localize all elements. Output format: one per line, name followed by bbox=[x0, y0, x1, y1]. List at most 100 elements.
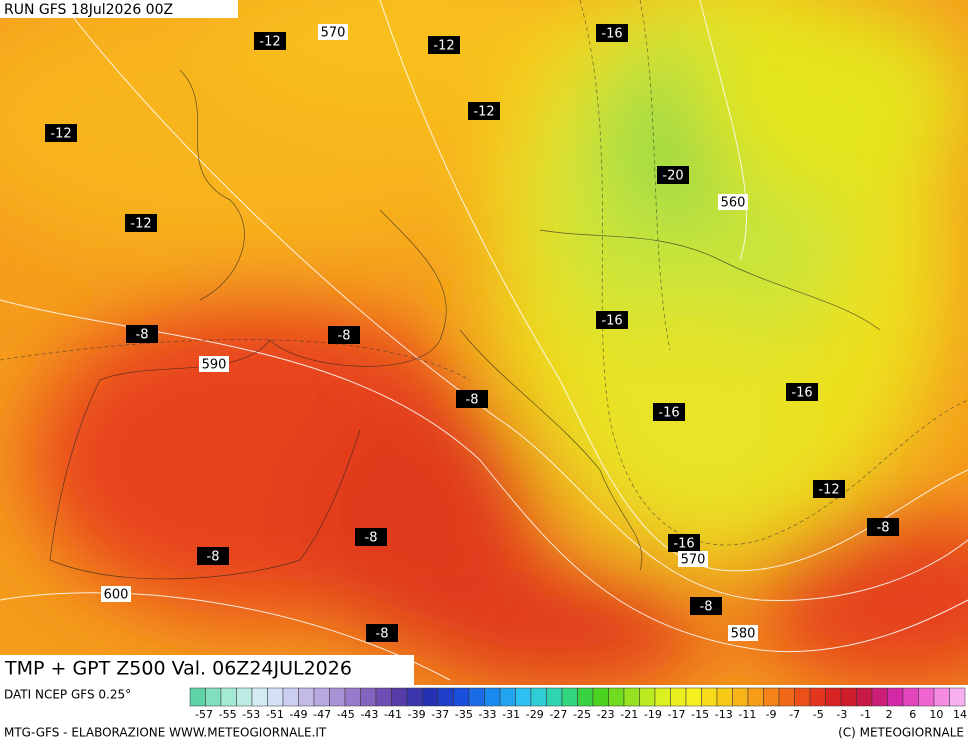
legend-swatch bbox=[623, 687, 640, 707]
temp-label-box bbox=[867, 518, 899, 536]
legend-label: -35 bbox=[455, 708, 473, 721]
geopotential-labels: 570 560 590 600 570 580 bbox=[101, 24, 758, 642]
temp-label-box bbox=[786, 383, 818, 401]
temp-label-box bbox=[126, 325, 158, 343]
legend-swatch bbox=[685, 687, 702, 707]
legend-swatch bbox=[298, 687, 315, 707]
legend-swatch bbox=[205, 687, 222, 707]
legend-label: -13 bbox=[715, 708, 733, 721]
run-box bbox=[0, 0, 238, 18]
legend-swatch bbox=[329, 687, 346, 707]
credit: MTG-GFS - ELABORAZIONE WWW.METEOGIORNALE… bbox=[4, 726, 327, 740]
gpt-label: 580 bbox=[731, 627, 756, 642]
legend-label: -1 bbox=[860, 708, 871, 721]
legend-label: -31 bbox=[502, 708, 520, 721]
temp-label: -16 bbox=[601, 314, 622, 329]
legend-swatch bbox=[701, 687, 718, 707]
legend-swatch bbox=[577, 687, 594, 707]
legend-swatch bbox=[453, 687, 470, 707]
legend-swatch bbox=[437, 687, 454, 707]
temp-label-box bbox=[690, 597, 722, 615]
legend-swatch bbox=[825, 687, 842, 707]
legend-swatch bbox=[220, 687, 237, 707]
temp-label: -12 bbox=[130, 217, 151, 232]
gpt-label: 590 bbox=[202, 358, 227, 373]
temp-label-box bbox=[456, 390, 488, 408]
legend-swatch bbox=[732, 687, 749, 707]
temp-label-box bbox=[653, 403, 685, 421]
temp-label: -12 bbox=[50, 127, 71, 142]
gpt-label-box bbox=[199, 356, 229, 372]
legend-swatch bbox=[499, 687, 516, 707]
legend-label: -25 bbox=[573, 708, 591, 721]
legend-label: -19 bbox=[644, 708, 662, 721]
legend-swatch bbox=[887, 687, 904, 707]
gpt-label-box bbox=[101, 586, 131, 602]
legend-swatch bbox=[918, 687, 935, 707]
legend-swatch bbox=[778, 687, 795, 707]
temp-label-box bbox=[657, 166, 689, 184]
legend-label: -57 bbox=[195, 708, 213, 721]
legend-label: -21 bbox=[620, 708, 638, 721]
gpt-label: 570 bbox=[681, 553, 706, 568]
legend-swatch bbox=[313, 687, 330, 707]
gpt-label-box bbox=[678, 551, 708, 567]
temp-label: -8 bbox=[877, 521, 890, 536]
legend-swatch bbox=[251, 687, 268, 707]
legend-label: -33 bbox=[479, 708, 497, 721]
legend-swatch bbox=[608, 687, 625, 707]
legend-swatch bbox=[856, 687, 873, 707]
legend-label: -17 bbox=[668, 708, 686, 721]
legend-swatch bbox=[391, 687, 408, 707]
temp-label: -16 bbox=[601, 27, 622, 42]
gpt-label-box bbox=[318, 24, 348, 40]
legend-label: -47 bbox=[313, 708, 331, 721]
legend-swatch bbox=[406, 687, 423, 707]
temp-label: -20 bbox=[662, 169, 683, 184]
temp-label-box bbox=[668, 534, 700, 552]
temp-label: -12 bbox=[473, 105, 494, 120]
temperature-labels: -12 -12 -16 -12 -12 -12 -20 -8 -8 -16 -16 -16 -8 -12 -… bbox=[45, 24, 899, 642]
legend-swatch bbox=[484, 687, 501, 707]
temp-label: -8 bbox=[365, 531, 378, 546]
temp-label-box bbox=[468, 102, 500, 120]
legend-label: -41 bbox=[384, 708, 402, 721]
gpt-label-box bbox=[718, 194, 748, 210]
legend-label: -37 bbox=[431, 708, 449, 721]
legend-label: -23 bbox=[597, 708, 615, 721]
run-label: RUN GFS 18Jul2026 00Z bbox=[4, 2, 173, 18]
legend-swatch bbox=[670, 687, 687, 707]
legend-swatch bbox=[546, 687, 563, 707]
temp-label-box bbox=[328, 326, 360, 344]
legend-swatch bbox=[871, 687, 888, 707]
temp-label-box bbox=[428, 36, 460, 54]
legend-swatch bbox=[375, 687, 392, 707]
legend-swatch bbox=[747, 687, 764, 707]
temp-label-box bbox=[596, 24, 628, 42]
legend-swatch bbox=[189, 687, 206, 707]
legend-label: 6 bbox=[909, 708, 916, 721]
temp-label: -8 bbox=[700, 600, 713, 615]
legend-label: -9 bbox=[766, 708, 777, 721]
temp-label: -16 bbox=[658, 406, 679, 421]
legend-swatch bbox=[592, 687, 609, 707]
legend-swatch bbox=[840, 687, 857, 707]
temp-label-box bbox=[355, 528, 387, 546]
legend-label: -45 bbox=[337, 708, 355, 721]
legend-label: -51 bbox=[266, 708, 284, 721]
gpt-label: 560 bbox=[721, 196, 746, 211]
temp-label-box bbox=[254, 32, 286, 50]
temp-label: -12 bbox=[433, 39, 454, 54]
temp-label-box bbox=[366, 624, 398, 642]
temp-label-box bbox=[813, 480, 845, 498]
source: DATI NCEP GFS 0.25° bbox=[4, 688, 131, 702]
legend-label: -39 bbox=[408, 708, 426, 721]
legend-swatch bbox=[530, 687, 547, 707]
legend-swatch bbox=[716, 687, 733, 707]
legend-label: 2 bbox=[886, 708, 893, 721]
legend-swatch bbox=[344, 687, 361, 707]
temp-label-box bbox=[125, 214, 157, 232]
legend-swatch bbox=[422, 687, 439, 707]
temp-label: -12 bbox=[259, 35, 280, 50]
